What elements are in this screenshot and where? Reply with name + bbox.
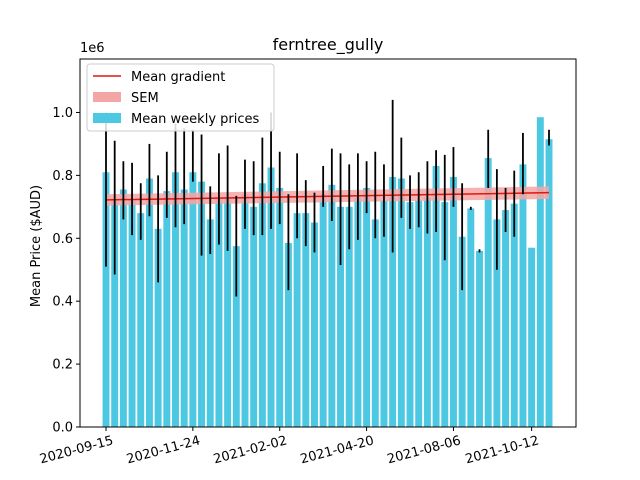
bar [111,200,119,427]
legend: Mean gradient SEM Mean weekly prices [86,63,275,132]
bar [293,213,301,427]
bar [502,209,510,427]
bar [311,222,318,427]
bar [371,219,379,427]
y-tick-label: 0.6 [52,232,73,247]
bar [302,213,310,427]
plot-frame [79,58,577,428]
bar [241,194,249,427]
bar [484,158,492,427]
bar [415,200,423,427]
bar [337,206,344,427]
bar [224,197,232,427]
y-tick-label: 0.2 [52,358,73,373]
bar [154,228,162,427]
bar [345,206,353,427]
bar [510,203,518,427]
bar [198,181,206,427]
bar [267,167,275,427]
bar [545,139,553,427]
bar [102,172,110,427]
bar [406,202,414,427]
bar [380,200,388,427]
bar [528,247,536,427]
legend-box [86,63,275,132]
legend-label: Mean weekly prices [131,112,260,127]
y-axis-title: Mean Price ($AUD) [29,185,44,307]
bar [389,176,397,427]
bar [215,198,223,427]
bar [354,197,362,427]
bar [137,213,145,427]
bar [363,187,371,427]
y-tick-label: 0.0 [52,421,73,436]
chart-title: ferntree_gully [273,35,384,55]
bar [180,189,188,427]
bar [423,197,431,427]
gradient-line [105,191,550,201]
bar [467,208,475,427]
bar [519,164,527,427]
bar [250,206,258,427]
bar [145,178,153,427]
bars-layer [102,117,553,427]
bar [449,176,457,427]
legend-swatch [93,113,121,123]
bar [232,246,240,427]
bar [476,250,483,427]
legend-label: Mean gradient [131,70,225,85]
bar [172,172,179,427]
bar [276,187,284,427]
bar [128,200,136,427]
y-multiplier-label: 1e6 [80,41,105,56]
y-tick-label: 0.4 [52,295,73,310]
y-tick-label: 0.8 [52,169,73,184]
y-tick-label: 1.0 [52,106,73,121]
legend-swatch [93,92,121,102]
bar [536,117,544,427]
bar [432,165,440,427]
bar [119,189,127,427]
bar [328,184,336,427]
bar [441,202,449,427]
bar [206,219,214,427]
bar [163,191,171,427]
bar [319,194,327,427]
legend-label: SEM [131,91,159,106]
bar [397,178,405,427]
bar [493,219,501,427]
bar [258,183,266,427]
bar [189,172,197,427]
bar [458,236,466,427]
errorbars-layer [105,99,550,297]
gradient-layer [105,186,550,206]
bar [284,243,292,427]
